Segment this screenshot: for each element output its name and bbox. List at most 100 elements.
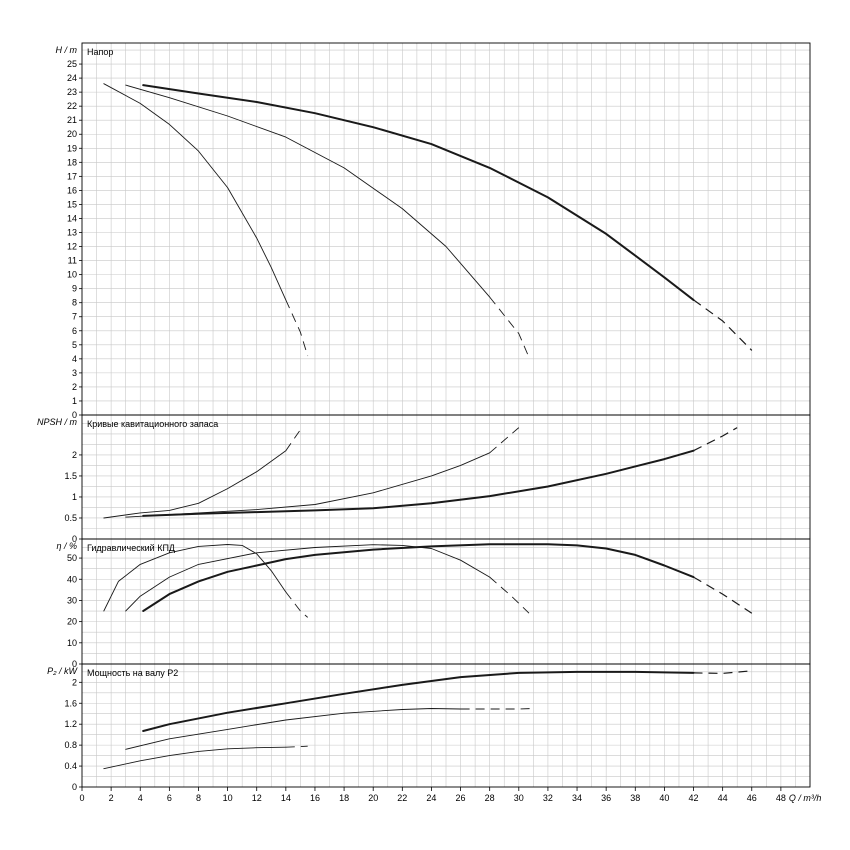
x-tick-label: 16 [310,793,320,803]
curve-dashed [285,591,308,618]
y-tick-label: 2 [72,450,77,460]
y-tick-label: 9 [72,284,77,294]
x-tick-label: 28 [485,793,495,803]
y-tick-label: 14 [67,213,77,223]
y-tick-label: 25 [67,59,77,69]
curve-solid [103,544,287,612]
x-tick-label: 22 [397,793,407,803]
y-tick-label: 12 [67,242,77,252]
x-tick-label: 18 [339,793,349,803]
curve-solid [125,544,491,612]
panel-title: Кривые кавитационного запаса [87,419,218,429]
curve-dashed [693,670,752,675]
y-tick-label: 10 [67,270,77,280]
y-tick-label: 0.5 [64,513,77,523]
curve-dashed [489,427,520,454]
y-tick-label: 10 [67,638,77,648]
frame-layer [79,42,811,791]
y-tick-label: 1.5 [64,471,77,481]
curve-layer [103,83,753,770]
x-tick-label: 24 [426,793,436,803]
y-tick-label: 1 [72,492,77,502]
y-tick-label: 0.4 [64,761,77,771]
y-tick-label: 17 [67,171,77,181]
panel-title: Напор [87,47,113,57]
y-tick-label: 0.8 [64,740,77,750]
y-tick-label: 4 [72,354,77,364]
y-tick-label: 18 [67,157,77,167]
x-tick-label: 20 [368,793,378,803]
y-tick-label: 0 [72,659,77,669]
y-tick-label: 2 [72,677,77,687]
y-tick-label: 15 [67,199,77,209]
curve-dashed [489,576,530,614]
x-tick-label: 44 [718,793,728,803]
y-tick-label: 21 [67,115,77,125]
curve-solid [142,449,695,517]
y-tick-label: 1 [72,396,77,406]
x-tick-label: 10 [223,793,233,803]
y-tick-label: 8 [72,298,77,308]
label-layer: 0123456789101112131415161718192021222324… [37,45,821,803]
x-tick-label: 6 [167,793,172,803]
x-tick-label: 30 [514,793,524,803]
curve-solid [142,543,695,612]
curve-solid [125,452,491,518]
x-tick-label: 46 [747,793,757,803]
y-tick-label: 22 [67,101,77,111]
y-tick-label: 11 [68,256,77,266]
x-tick-label: 26 [456,793,466,803]
curve-dashed [285,299,309,357]
curve-dashed [285,745,308,748]
x-tick-label: 4 [138,793,143,803]
panel-title: Гидравлический КПД [87,543,175,553]
curve-dashed [693,427,738,452]
y-tick-label: 20 [67,617,77,627]
y-axis-label: η / % [56,541,77,551]
curve-dashed [693,299,753,351]
curve-dashed [693,576,753,614]
y-tick-label: 1.2 [64,719,77,729]
x-tick-label: 14 [281,793,291,803]
curve-dashed [489,296,530,358]
y-tick-label: 5 [72,340,77,350]
x-axis-label: Q / m³/h [789,793,822,803]
x-tick-label: 48 [776,793,786,803]
y-tick-label: 19 [67,143,77,153]
y-axis-label: P₂ / kW [47,666,78,676]
y-tick-label: 0 [72,782,77,792]
y-tick-label: 40 [67,574,77,584]
x-tick-label: 12 [252,793,262,803]
x-tick-label: 2 [109,793,114,803]
y-tick-label: 3 [72,368,77,378]
y-tick-label: 0 [72,534,77,544]
x-tick-label: 36 [601,793,611,803]
x-tick-label: 38 [630,793,640,803]
y-tick-label: 0 [72,410,77,420]
y-tick-label: 23 [67,87,77,97]
curve-solid [142,670,695,732]
curve-solid [125,708,462,750]
curve-solid [103,746,287,770]
y-tick-label: 1.6 [64,698,77,708]
y-tick-label: 7 [72,312,77,322]
x-tick-label: 40 [659,793,669,803]
y-tick-label: 24 [67,73,77,83]
panel-title: Мощность на валу P2 [87,668,178,678]
y-tick-label: 50 [67,553,77,563]
curve-solid [125,84,491,298]
x-tick-label: 34 [572,793,582,803]
y-tick-label: 30 [67,595,77,605]
y-tick-label: 13 [67,228,77,238]
y-axis-label: H / m [56,45,78,55]
x-tick-label: 0 [79,793,84,803]
y-tick-label: 20 [67,129,77,139]
x-tick-label: 42 [689,793,699,803]
panel-frame [81,663,811,788]
curve-dashed [460,708,534,710]
x-tick-label: 32 [543,793,553,803]
x-tick-label: 8 [196,793,201,803]
curve-solid [103,450,287,519]
curve-solid [142,84,695,301]
